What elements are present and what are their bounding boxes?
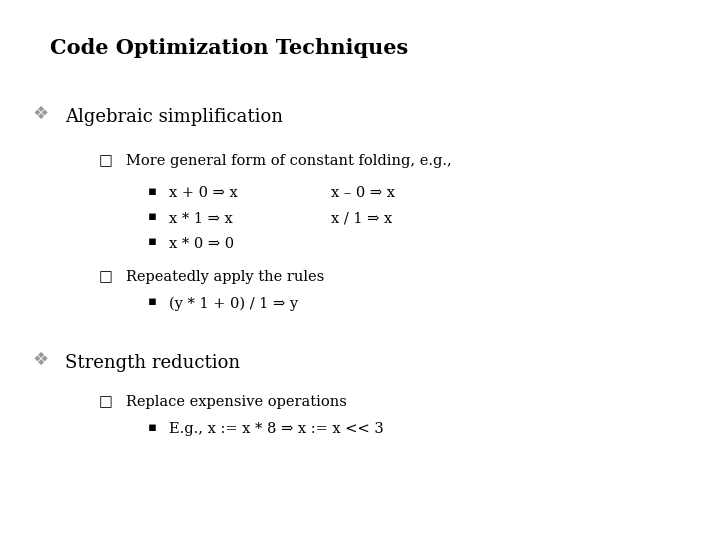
Text: ▪: ▪ — [148, 295, 157, 308]
Text: Strength reduction: Strength reduction — [65, 354, 240, 372]
Text: E.g., x := x * 8 ⇒ x := x << 3: E.g., x := x * 8 ⇒ x := x << 3 — [169, 422, 384, 436]
Text: x * 0 ⇒ 0: x * 0 ⇒ 0 — [169, 237, 234, 251]
Text: More general form of constant folding, e.g.,: More general form of constant folding, e… — [126, 154, 451, 168]
Text: ▪: ▪ — [148, 235, 157, 248]
Text: Code Optimization Techniques: Code Optimization Techniques — [50, 38, 409, 58]
Text: x / 1 ⇒ x: x / 1 ⇒ x — [331, 212, 392, 226]
Text: x * 1 ⇒ x: x * 1 ⇒ x — [169, 212, 233, 226]
Text: x + 0 ⇒ x: x + 0 ⇒ x — [169, 186, 238, 200]
Text: Replace expensive operations: Replace expensive operations — [126, 395, 347, 409]
Text: x – 0 ⇒ x: x – 0 ⇒ x — [331, 186, 395, 200]
Text: Algebraic simplification: Algebraic simplification — [65, 108, 283, 126]
Text: □: □ — [99, 269, 112, 284]
Text: □: □ — [99, 394, 112, 409]
Text: ▪: ▪ — [148, 421, 157, 434]
Text: ▪: ▪ — [148, 185, 157, 198]
Text: □: □ — [99, 153, 112, 168]
Text: (y * 1 + 0) / 1 ⇒ y: (y * 1 + 0) / 1 ⇒ y — [169, 297, 298, 312]
Text: ▪: ▪ — [148, 210, 157, 223]
Text: ❖: ❖ — [32, 105, 48, 123]
Text: Repeatedly apply the rules: Repeatedly apply the rules — [126, 270, 324, 284]
Text: ❖: ❖ — [32, 351, 48, 369]
